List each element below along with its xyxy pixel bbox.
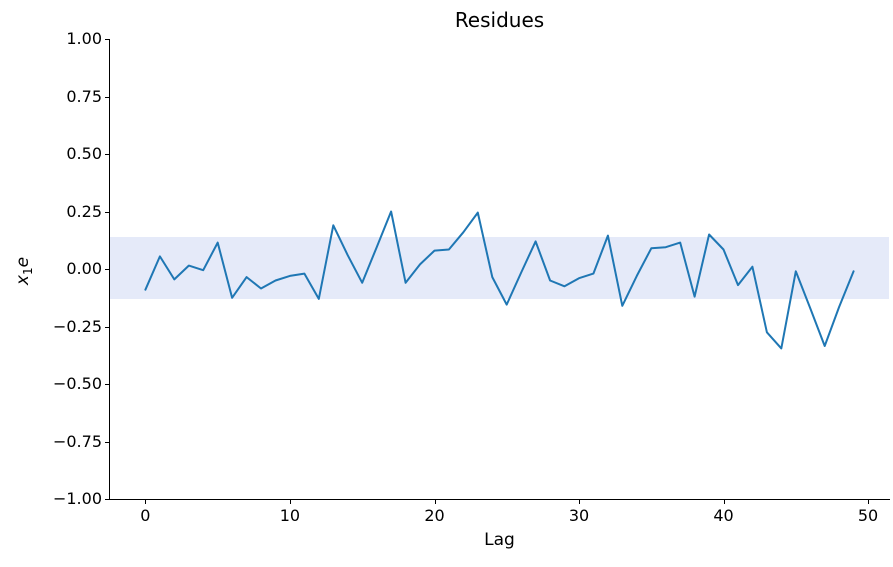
y-tick-label: −0.25 bbox=[52, 316, 102, 336]
y-tick-label: −1.00 bbox=[52, 489, 102, 508]
y-tick-mark bbox=[105, 96, 109, 98]
x-tick-mark bbox=[868, 500, 869, 504]
y-tick-mark bbox=[105, 39, 109, 40]
residues-line-chart bbox=[144, 210, 855, 350]
x-tick-mark bbox=[145, 500, 147, 504]
x-tick-label: 50 bbox=[857, 506, 879, 525]
x-tick-label: 40 bbox=[713, 506, 734, 525]
y-tick-label: 0.25 bbox=[66, 201, 102, 221]
y-tick-label: −0.50 bbox=[52, 374, 102, 393]
x-tick-mark bbox=[289, 500, 291, 504]
y-tick-mark bbox=[105, 499, 109, 500]
chart-title: Residues bbox=[454, 8, 545, 32]
x-axis-label: Lag bbox=[484, 530, 515, 550]
x-tick-label: 30 bbox=[568, 506, 590, 525]
y-tick-mark bbox=[105, 441, 109, 443]
x-tick-mark bbox=[434, 500, 436, 504]
y-tick-mark bbox=[105, 326, 109, 328]
y-tick-mark bbox=[105, 384, 109, 385]
x-tick-mark bbox=[579, 500, 580, 504]
x-tick-label: 10 bbox=[279, 506, 301, 525]
y-tick-label: 0.00 bbox=[66, 259, 102, 278]
x-axis-spine bbox=[109, 499, 890, 500]
y-tick-label: 0.50 bbox=[66, 144, 102, 163]
y-tick-label: −0.75 bbox=[52, 431, 102, 451]
y-tick-label: 0.75 bbox=[66, 86, 102, 106]
y-tick-mark bbox=[105, 269, 109, 270]
series-polyline bbox=[144, 210, 855, 350]
x-tick-mark bbox=[723, 500, 725, 504]
x-tick-label: 20 bbox=[424, 506, 445, 525]
y-tick-label: 1.00 bbox=[66, 29, 102, 48]
plot-area bbox=[110, 39, 889, 499]
x-tick-label: 0 bbox=[140, 506, 151, 525]
y-axis-spine bbox=[109, 39, 110, 500]
y-tick-mark bbox=[105, 154, 109, 155]
y-tick-mark bbox=[105, 211, 109, 213]
